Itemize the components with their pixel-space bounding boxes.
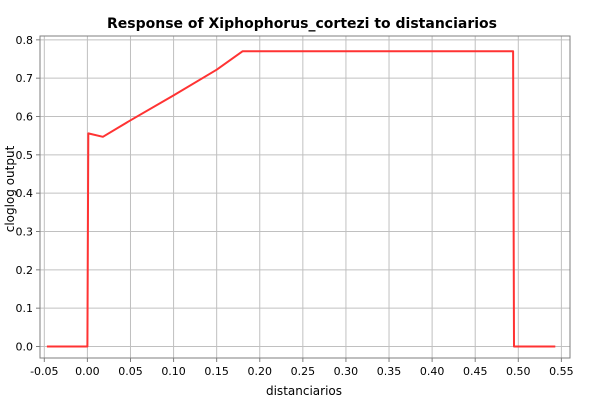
y-axis-label: cloglog output <box>3 145 17 232</box>
y-tick-label: 0.3 <box>16 226 34 239</box>
x-tick-label: 0.20 <box>248 365 273 378</box>
y-tick-label: 0.1 <box>16 302 34 315</box>
chart-title: Response of Xiphophorus_cortezi to dista… <box>107 16 497 32</box>
x-tick-label: 0.10 <box>161 365 186 378</box>
y-tick-label: 0.4 <box>16 187 34 200</box>
y-tick-label: 0.2 <box>16 264 34 277</box>
x-tick-label: 0.45 <box>463 365 488 378</box>
x-tick-label: -0.05 <box>30 365 58 378</box>
x-tick-label: 0.00 <box>75 365 100 378</box>
y-tick-label: 0.6 <box>16 111 34 124</box>
x-tick-label: 0.30 <box>334 365 359 378</box>
x-tick-label: 0.40 <box>420 365 445 378</box>
x-tick-label: 0.15 <box>204 365 229 378</box>
y-tick-label: 0.8 <box>16 34 34 47</box>
y-tick-label: 0.5 <box>16 149 34 162</box>
axis-ticks: -0.05 0.00 0.05 0.10 0.15 0.20 0.25 0.30 0.35 0.4… <box>16 34 574 378</box>
y-tick-label: 0.7 <box>16 72 34 85</box>
series-layer <box>46 50 556 348</box>
x-tick-label: 0.05 <box>118 365 143 378</box>
plot-frame <box>39 35 571 359</box>
x-tick-label: 0.35 <box>377 365 402 378</box>
response-line <box>46 50 556 348</box>
x-tick-label: 0.25 <box>291 365 316 378</box>
y-tick-label: 0.0 <box>16 341 34 354</box>
x-tick-label: 0.50 <box>506 365 531 378</box>
x-tick-label: 0.55 <box>549 365 574 378</box>
x-axis-label: distanciarios <box>266 384 342 398</box>
grid-lines <box>40 36 570 358</box>
